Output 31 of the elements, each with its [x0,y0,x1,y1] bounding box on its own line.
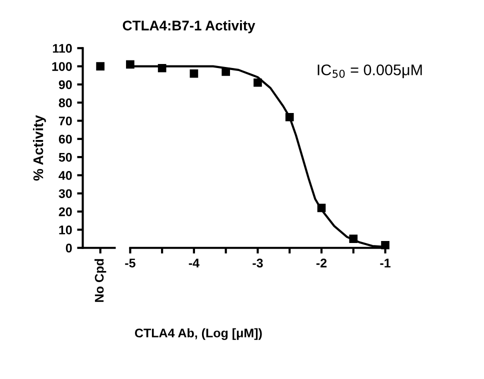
point [349,234,358,243]
y-tick-label: 70 [58,116,72,126]
y-tick-label: 60 [58,134,72,144]
y-tick-label: 0 [66,244,72,253]
x-tick-label: -2 [316,258,327,268]
y-tick-label: 100 [52,62,72,71]
y-tick-label: 10 [59,226,72,234]
y-tick-label: 80 [58,98,72,108]
y-axis-title: % Activity [32,115,46,181]
x-tick-label: -1 [380,258,390,268]
text: CTLA4:B7-1 Activity [122,20,256,34]
x-axis-title: CTLA4 Ab, (Log [μM]) [134,328,262,340]
y-tick-label: 40 [58,171,72,180]
y-tick-label: 50 [58,152,72,162]
point [254,78,262,87]
y-tick-label: 110 [52,44,72,53]
x-tick-label: -4 [188,258,200,268]
x-tick-label: No Cpd [94,259,106,302]
point [381,240,390,250]
y-tick-label: 90 [58,80,72,90]
point [317,204,326,212]
x-tick-label: -5 [125,258,136,268]
point [126,60,134,69]
x-tick-label: -3 [252,258,263,268]
y-tick-label: 30 [58,189,72,198]
point [222,68,230,76]
point [190,69,198,78]
point [285,112,294,122]
y-tick-label: 20 [58,207,72,216]
point [158,64,166,72]
annotation: IC$_{50}$ = 0.005μM [318,64,422,78]
